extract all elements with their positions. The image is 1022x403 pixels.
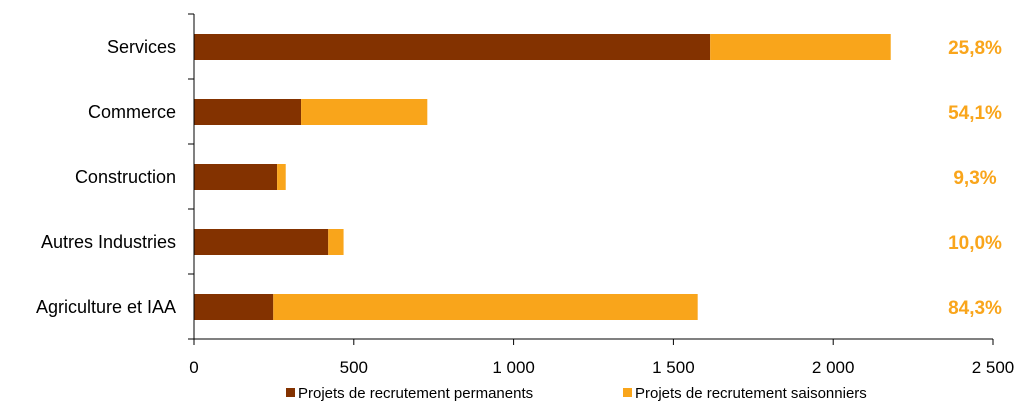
- category-label-commerce: Commerce: [88, 102, 176, 122]
- category-label-construction: Construction: [75, 167, 176, 187]
- x-tick-label: 0: [189, 358, 198, 377]
- legend-label-saisonniers: Projets de recrutement saisonniers: [635, 385, 867, 402]
- bar-services-saisonniers: [710, 34, 891, 60]
- percentage-label-autres-industries: 10,0%: [948, 233, 1002, 254]
- percentage-label-construction: 9,3%: [953, 168, 996, 189]
- legend: Projets de recrutement permanents Projets…: [286, 385, 867, 402]
- legend-swatch-permanents: [286, 388, 295, 397]
- bar-agriculture-et-iaa-permanents: [194, 294, 274, 320]
- bar-agriculture-et-iaa-saisonniers: [273, 294, 698, 320]
- bar-construction-permanents: [194, 164, 278, 190]
- labels-layer: Services 25,8% Commerce 54,1% Construction 9,…: [36, 37, 1002, 319]
- bar-autres-industries-saisonniers: [328, 229, 344, 255]
- legend-swatch-saisonniers: [623, 388, 632, 397]
- axis-layer: 0 500 1 000 1 500 2 000 2 500: [188, 13, 1015, 377]
- category-label-services: Services: [107, 37, 176, 57]
- bar-commerce-permanents: [194, 99, 302, 125]
- bar-construction-saisonniers: [277, 164, 286, 190]
- x-tick-label: 1 500: [652, 358, 695, 377]
- bar-services-permanents: [194, 34, 711, 60]
- x-tick-label: 1 000: [492, 358, 535, 377]
- x-tick-label: 500: [340, 358, 368, 377]
- percentage-label-agriculture-et-iaa: 84,3%: [948, 298, 1002, 319]
- percentage-label-services: 25,8%: [948, 38, 1002, 59]
- category-label-agriculture-et-iaa: Agriculture et IAA: [36, 297, 176, 317]
- bars-layer: [194, 34, 891, 320]
- percentage-label-commerce: 54,1%: [948, 103, 1002, 124]
- bar-autres-industries-permanents: [194, 229, 329, 255]
- bar-commerce-saisonniers: [301, 99, 428, 125]
- legend-label-permanents: Projets de recrutement permanents: [298, 385, 533, 402]
- x-tick-label: 2 500: [972, 358, 1015, 377]
- category-label-autres-industries: Autres Industries: [41, 232, 176, 252]
- x-tick-label: 2 000: [812, 358, 855, 377]
